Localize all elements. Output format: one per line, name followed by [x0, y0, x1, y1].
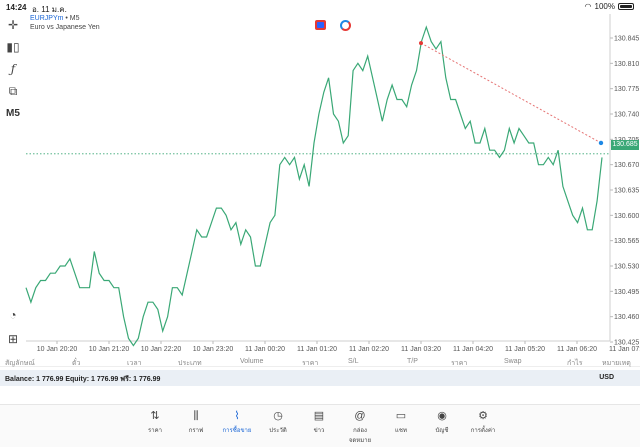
trendline [420, 42, 602, 144]
battery-icon [618, 3, 634, 10]
x-tick-label: 11 Jan 05:20 [505, 346, 545, 352]
current-price-badge: 130.685 [611, 140, 639, 150]
y-tick-label: 130.775 [614, 86, 639, 93]
y-tick-label: 130.565 [614, 238, 639, 245]
trendline-end-point [598, 140, 604, 146]
x-tick-label: 10 Jan 20:20 [37, 346, 78, 352]
column-header[interactable]: Swap [504, 358, 522, 365]
y-tick-label: 130.460 [614, 314, 639, 321]
y-tick-label: 130.495 [614, 289, 639, 296]
x-tick-label: 11 Jan 02:20 [349, 346, 389, 352]
trade-levels-icon[interactable]: ◔ [9, 308, 17, 322]
status-date: อ. 11 ม.ค. [32, 5, 67, 14]
history-icon: ◷ [273, 410, 283, 422]
nav-item-chart[interactable]: ⫼ กราฟ [178, 409, 214, 435]
column-header[interactable]: ราคา [451, 360, 468, 367]
column-header[interactable]: T/P [407, 358, 418, 365]
y-tick-label: 130.670 [614, 162, 639, 169]
wifi-icon: ◠ [584, 2, 592, 11]
y-tick-label: 130.810 [614, 61, 639, 68]
objects-icon[interactable]: ⧉ [8, 83, 18, 98]
balance-row: Balance: 1 776.99 Equity: 1 776.99 ฟรี: … [0, 370, 640, 386]
y-tick-label: 130.530 [614, 264, 639, 271]
nav-item-label: กราฟ [188, 428, 204, 434]
nav-item-news[interactable]: ▤ ข่าว [301, 409, 337, 435]
nav-item-label: ข่าว [313, 428, 325, 434]
status-time: 14:24 [6, 3, 27, 12]
column-header[interactable]: ตั๋ว [72, 360, 81, 367]
nav-item-label: ประวัติ [269, 428, 287, 434]
column-header[interactable]: ราคา [302, 360, 319, 367]
one-click-trading-icon[interactable] [315, 20, 326, 30]
nav-item-chat[interactable]: ▭ แชท [383, 409, 419, 435]
refresh-icon[interactable] [340, 20, 351, 31]
y-tick-label: 130.740 [614, 112, 639, 119]
chart-header: EURJPYm • M5 Euro vs Japanese Yen [30, 14, 100, 32]
mailbox-icon: @ [354, 410, 366, 422]
status-bar: 14:24 อ. 11 ม.ค. ◠ 100% [0, 0, 640, 14]
trade-icon: ⌇ [234, 410, 240, 422]
x-tick-label: 11 Jan 06:20 [557, 346, 597, 352]
x-tick-label: 10 Jan 23:20 [193, 346, 234, 352]
y-tick-label: 130.425 [614, 340, 639, 347]
y-tick-label: 130.845 [614, 36, 639, 43]
candlestick-icon[interactable]: ▮▯ [6, 40, 20, 54]
positions-table-header: สัญลักษณ์ ตั๋ว เวลา ประเภท Volume ราคา S/L T/P ร… [0, 355, 640, 367]
nav-item-quotes[interactable]: ⇅ ราคา [137, 409, 173, 435]
column-header[interactable]: Volume [240, 358, 264, 365]
x-tick-label: 11 Jan 04:20 [453, 346, 493, 352]
chart-symbol[interactable]: EURJPYm [30, 15, 64, 22]
quotes-icon: ⇅ [150, 410, 160, 422]
column-header[interactable]: หมายเหตุ [602, 360, 631, 367]
chart-description: Euro vs Japanese Yen [30, 24, 100, 31]
price-chart[interactable]: 130.845130.810130.775130.740130.705130.6… [0, 0, 640, 352]
bottom-navigation: ⇅ ราคา ⫼ กราฟ ⌇ การซื้อขาย ◷ ประวัติ ▤ ข่าว @ กล่อง… [0, 404, 640, 447]
column-header[interactable]: ประเภท [178, 360, 202, 367]
chart-timeframe: • M5 [63, 15, 80, 22]
y-tick-label: 130.635 [614, 188, 639, 195]
column-header[interactable]: S/L [348, 358, 359, 365]
x-tick-label: 10 Jan 21:20 [89, 346, 130, 352]
x-tick-label: 10 Jan 22:20 [141, 346, 182, 352]
nav-item-history[interactable]: ◷ ประวัติ [260, 409, 296, 435]
x-tick-label: 11 Jan 00:20 [245, 346, 285, 352]
chat-icon: ▭ [395, 410, 407, 422]
x-tick-label: 11 Jan 01:20 [297, 346, 337, 352]
column-header[interactable]: สัญลักษณ์ [5, 360, 35, 367]
x-tick-label: 11 Jan 07:20 [609, 346, 640, 352]
nav-item-label: แชท [395, 428, 407, 434]
account-currency: USD [599, 374, 614, 381]
indicators-icon[interactable]: ƒ [10, 62, 16, 76]
account-icon: ◉ [437, 410, 447, 422]
nav-item-trade[interactable]: ⌇ การซื้อขาย [219, 409, 255, 435]
nav-item-label: การซื้อขาย [222, 428, 252, 434]
battery-percent: 100% [594, 2, 615, 11]
settings-icon: ⚙ [478, 410, 488, 422]
chart-icon: ⫼ [193, 410, 199, 422]
nav-item-label: บัญชี [435, 428, 449, 434]
balance-text: Balance: 1 776.99 Equity: 1 776.99 ฟรี: … [5, 376, 161, 383]
nav-item-label: กล่องจดหมาย [348, 428, 372, 444]
column-header[interactable]: เวลา [127, 360, 142, 367]
trendline-start-point [419, 41, 423, 46]
nav-item-account[interactable]: ◉ บัญชี [424, 409, 460, 435]
y-tick-label: 130.600 [614, 213, 639, 220]
nav-item-settings[interactable]: ⚙ การตั้งค่า [465, 409, 501, 435]
x-tick-label: 11 Jan 03:20 [401, 346, 441, 352]
nav-item-label: การตั้งค่า [470, 428, 496, 434]
nav-item-label: ราคา [148, 428, 162, 434]
crosshair-icon[interactable]: ✛ [7, 18, 19, 32]
column-header[interactable]: กำไร [567, 360, 583, 367]
chart-toolbar: ✛ ▮▯ ƒ ⧉ M5 ◔ ⊞ [0, 14, 26, 346]
new-order-icon[interactable]: ⊞ [7, 332, 19, 346]
news-icon: ▤ [313, 410, 325, 422]
status-right: ◠ 100% [585, 2, 634, 11]
timeframe-button[interactable]: M5 [6, 107, 20, 119]
price-line [25, 25, 603, 347]
nav-item-mailbox[interactable]: @ กล่องจดหมาย [342, 409, 378, 445]
